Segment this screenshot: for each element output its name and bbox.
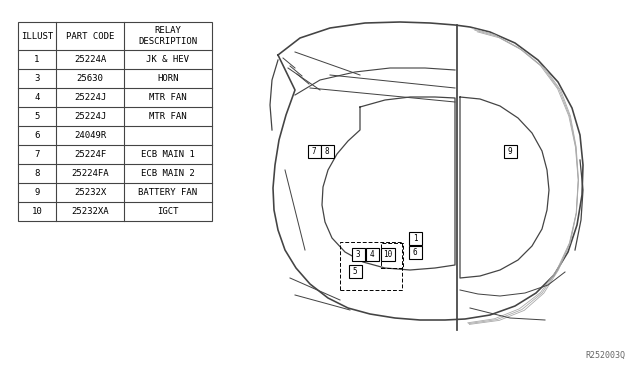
Text: ECB MAIN 2: ECB MAIN 2: [141, 169, 195, 178]
Bar: [340, 242, 402, 290]
Text: 1: 1: [35, 55, 40, 64]
Text: 25224J: 25224J: [74, 93, 106, 102]
Text: 25224J: 25224J: [74, 112, 106, 121]
Text: 8: 8: [324, 147, 330, 156]
Bar: [408, 232, 422, 245]
Text: HORN: HORN: [157, 74, 179, 83]
Text: PART CODE: PART CODE: [66, 32, 114, 41]
Text: 7: 7: [312, 147, 316, 156]
Text: 9: 9: [35, 188, 40, 197]
Text: MTR FAN: MTR FAN: [149, 93, 187, 102]
Text: 25232XA: 25232XA: [71, 207, 109, 216]
Text: 10: 10: [31, 207, 42, 216]
Text: 6: 6: [413, 248, 417, 257]
Text: JK & HEV: JK & HEV: [147, 55, 189, 64]
Bar: [365, 248, 378, 261]
Bar: [349, 265, 362, 278]
Bar: [321, 145, 333, 158]
Text: 5: 5: [35, 112, 40, 121]
Text: 4: 4: [370, 250, 374, 259]
Text: 6: 6: [35, 131, 40, 140]
Text: 25224FA: 25224FA: [71, 169, 109, 178]
Text: MTR FAN: MTR FAN: [149, 112, 187, 121]
Text: BATTERY FAN: BATTERY FAN: [138, 188, 198, 197]
Text: 7: 7: [35, 150, 40, 159]
Text: 3: 3: [356, 250, 360, 259]
Text: 9: 9: [508, 147, 512, 156]
Text: 25232X: 25232X: [74, 188, 106, 197]
Text: 10: 10: [383, 250, 392, 259]
Text: 25224F: 25224F: [74, 150, 106, 159]
Text: IGCT: IGCT: [157, 207, 179, 216]
Text: ECB MAIN 1: ECB MAIN 1: [141, 150, 195, 159]
Text: 8: 8: [35, 169, 40, 178]
Text: 24049R: 24049R: [74, 131, 106, 140]
Text: 25224A: 25224A: [74, 55, 106, 64]
Text: 4: 4: [35, 93, 40, 102]
Bar: [408, 246, 422, 259]
Text: 25630: 25630: [77, 74, 104, 83]
Text: RELAY
DESCRIPTION: RELAY DESCRIPTION: [138, 26, 198, 46]
Bar: [504, 145, 516, 158]
Text: 5: 5: [353, 267, 357, 276]
Bar: [351, 248, 365, 261]
Text: R252003Q: R252003Q: [585, 351, 625, 360]
Bar: [307, 145, 321, 158]
Bar: [381, 248, 395, 261]
Text: 3: 3: [35, 74, 40, 83]
Text: 1: 1: [413, 234, 417, 243]
Text: ILLUST: ILLUST: [21, 32, 53, 41]
Bar: [381, 243, 403, 268]
